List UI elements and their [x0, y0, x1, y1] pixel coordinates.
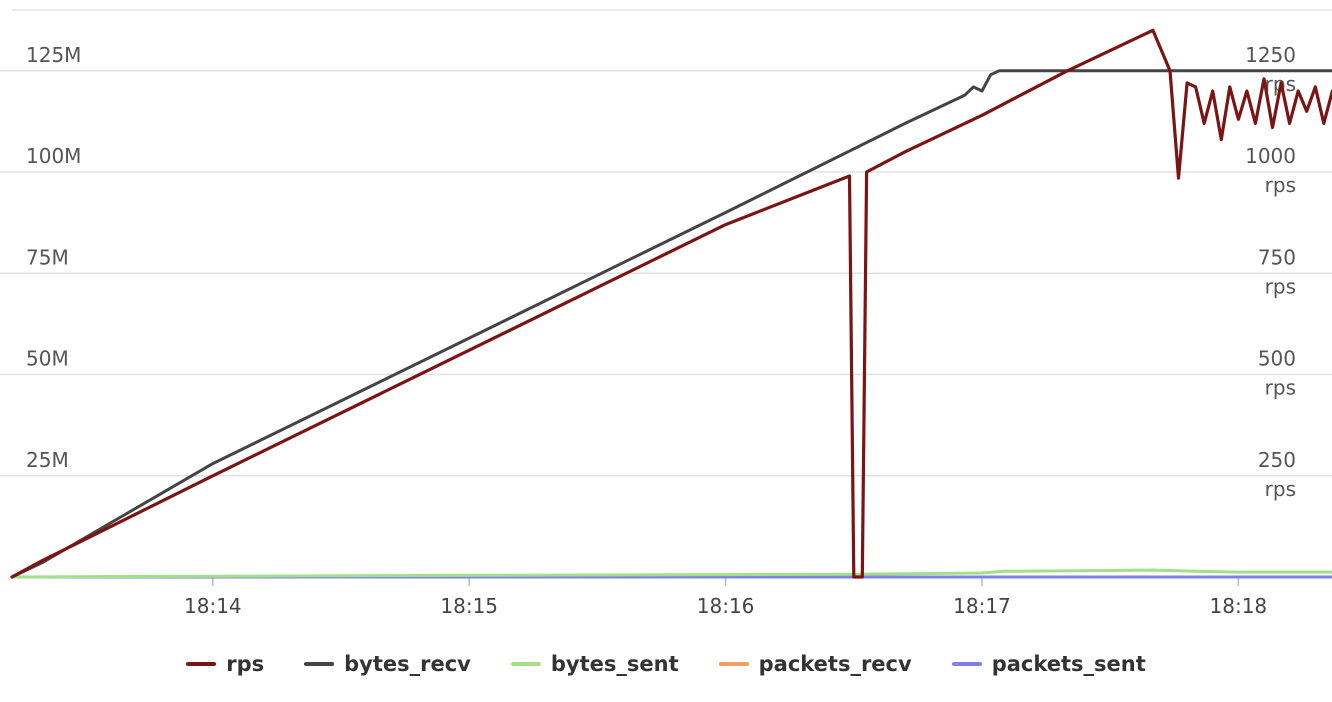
y-right-tick-label: 250 rps	[1258, 448, 1296, 501]
x-axis: 18:14 18:15 18:16 18:17 18:18	[184, 577, 1267, 618]
legend-swatch	[510, 662, 541, 666]
y-right-tick-label: 500 rps	[1258, 347, 1296, 400]
y-right-tick-label: 1000 rps	[1245, 144, 1296, 197]
y-right-tick-line: rps	[1265, 173, 1296, 197]
y-left-tick-label: 125M	[26, 43, 81, 67]
legend-item-bytes_sent[interactable]: bytes_sent	[510, 652, 679, 676]
legend-label: packets_recv	[758, 652, 912, 676]
x-tick-label: 18:15	[440, 594, 498, 618]
y-left-tick-label: 50M	[26, 347, 69, 371]
series-line-rps	[10, 28, 1332, 579]
legend-label: rps	[226, 652, 265, 676]
x-tick-label: 18:14	[184, 594, 242, 618]
y-right-tick-line: rps	[1265, 274, 1296, 298]
grid	[0, 9, 1332, 578]
y-right-tick-line: rps	[1265, 376, 1296, 400]
legend-label: packets_sent	[991, 652, 1146, 676]
y-left-tick-label: 100M	[26, 144, 81, 168]
legend-label: bytes_recv	[344, 652, 471, 676]
y-right-tick-label: 1250 rps	[1245, 43, 1296, 96]
legend-swatch	[304, 662, 335, 666]
left-axis: 25M 50M 75M 100M 125M	[26, 43, 81, 472]
series-line-bytes_sent	[10, 568, 1332, 579]
y-right-tick-line: 1250	[1245, 43, 1296, 67]
y-right-tick-line: 750	[1258, 245, 1296, 269]
y-right-tick-line: 500	[1258, 347, 1296, 371]
legend-swatch	[186, 662, 217, 666]
x-tick-label: 18:16	[697, 594, 755, 618]
y-right-tick-line: rps	[1265, 477, 1296, 501]
legend-label: bytes_sent	[550, 652, 679, 676]
legend: rps bytes_recv bytes_sent packets_recv packe…	[0, 646, 1332, 682]
y-right-tick-line: 1000	[1245, 144, 1296, 168]
legend-swatch	[951, 662, 982, 666]
legend-item-bytes_recv[interactable]: bytes_recv	[304, 652, 471, 676]
legend-item-rps[interactable]: rps	[186, 652, 264, 676]
legend-item-packets_recv[interactable]: packets_recv	[718, 652, 912, 676]
y-right-tick-line: 250	[1258, 448, 1296, 472]
series-layer	[10, 28, 1332, 579]
series-line-bytes_recv	[10, 69, 1332, 579]
x-tick-label: 18:18	[1210, 594, 1268, 618]
y-right-tick-label: 750 rps	[1258, 245, 1296, 298]
x-tick-label: 18:17	[953, 594, 1011, 618]
legend-item-packets_sent[interactable]: packets_sent	[951, 652, 1146, 676]
legend-swatch	[718, 662, 749, 666]
y-left-tick-label: 75M	[26, 245, 69, 269]
y-left-tick-label: 25M	[26, 448, 69, 472]
right-axis: 250 rps 500 rps 750 rps 1000 rps 1250 rps	[1245, 43, 1296, 501]
